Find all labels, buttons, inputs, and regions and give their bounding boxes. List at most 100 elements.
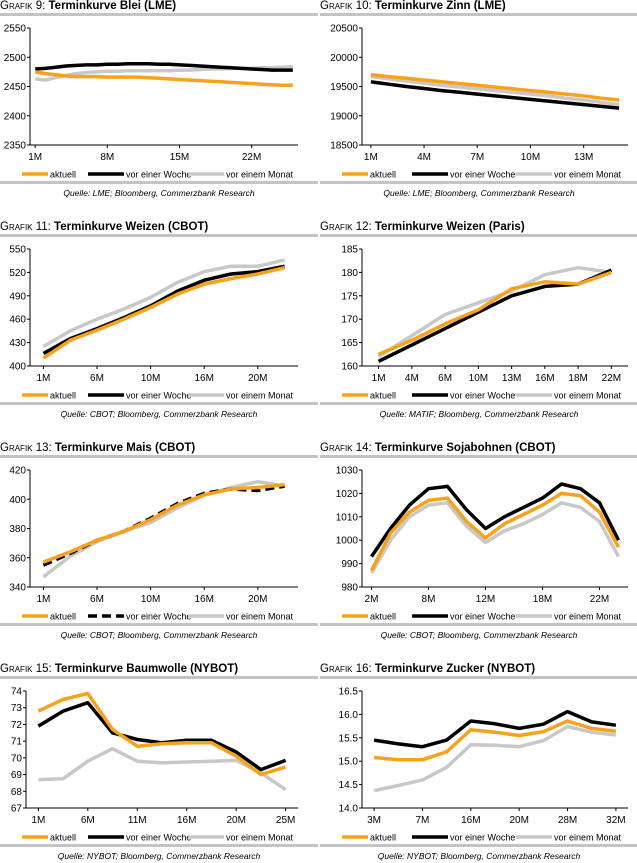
- top-divider: [320, 455, 637, 458]
- chart-title: Grafik 14: Terminkurve Sojabohnen (CBOT): [320, 442, 556, 455]
- series-line-aktuell: [42, 482, 285, 564]
- source-note: Quelle: CBOT; Bloomberg, Commerzbank Res…: [60, 630, 258, 640]
- x-tick-label: 28M: [558, 815, 577, 826]
- y-tick-label: 380: [9, 524, 26, 535]
- x-tick-label: 6M: [90, 594, 104, 605]
- chart-panel: Grafik 13: Terminkurve Mais (CBOT) Quell…: [0, 442, 318, 642]
- x-tick-label: 7M: [470, 152, 484, 163]
- legend-label: vor einer Woche: [450, 833, 515, 843]
- y-tick-label: 420: [9, 466, 26, 477]
- figure-label: Grafik 12:: [320, 221, 372, 233]
- x-tick-label: 2M: [365, 594, 379, 605]
- legend-label: vor einem Monat: [226, 612, 294, 622]
- chart-panel: Grafik 14: Terminkurve Sojabohnen (CBOT)…: [320, 442, 637, 642]
- y-tick-label: 1030: [336, 466, 359, 477]
- title-text: Terminkurve Baumwolle (NYBOT): [54, 663, 239, 675]
- x-tick-label: 20M: [226, 815, 245, 826]
- y-tick-label: 15.5: [339, 733, 359, 744]
- x-tick-label: 15M: [170, 152, 189, 163]
- x-tick-label: 1M: [31, 815, 45, 826]
- y-tick-label: 16.0: [339, 710, 359, 721]
- y-tick-label: 2450: [4, 82, 27, 93]
- y-tick-label: 160: [341, 362, 358, 373]
- y-tick-label: 1000: [336, 536, 359, 547]
- y-tick-label: 400: [9, 495, 26, 506]
- x-tick-label: 1M: [28, 152, 42, 163]
- y-tick-label: 14.5: [339, 780, 359, 791]
- series-line-aktuell: [34, 70, 293, 88]
- chart-title: Grafik 15: Terminkurve Baumwolle (NYBOT): [0, 663, 238, 676]
- x-tick-label: 1M: [372, 373, 386, 384]
- top-divider: [320, 676, 637, 679]
- y-tick-label: 73: [11, 703, 23, 714]
- series-line-vor-einer-woche: [37, 700, 287, 772]
- series-line-vor-einem-monat: [42, 479, 285, 579]
- chart-plot: 160 165 170 175 180 185 1M 4M 6M 10M 13M 16M 18M 22M a…: [341, 245, 628, 401]
- y-tick-label: 67: [11, 804, 23, 815]
- bottom-divider: [0, 181, 318, 184]
- x-tick-label: 3M: [367, 815, 381, 826]
- x-tick-label: 20M: [248, 594, 267, 605]
- x-tick-label: 10M: [141, 373, 160, 384]
- legend-label: vor einem Monat: [554, 391, 622, 401]
- source-note: Quelle: MATIF; Bloomberg, Commerzbank Re…: [379, 409, 579, 419]
- x-tick-label: 16M: [194, 594, 213, 605]
- chart-plot: 14.0 14.5 15.0 15.5 16.0 16.5 3M 7M 16M 20M 28M 32M…: [339, 687, 628, 843]
- title-text: Terminkurve Zinn (LME): [374, 0, 506, 12]
- series-line-aktuell: [373, 719, 617, 762]
- chart-panel: Grafik 9: Terminkurve Blei (LME) Quelle:…: [0, 0, 318, 200]
- bottom-divider: [0, 402, 318, 405]
- figure-label: Grafik 11:: [0, 221, 51, 233]
- series-line-aktuell: [37, 691, 287, 777]
- legend-label: vor einem Monat: [226, 833, 294, 843]
- title-text: Terminkurve Weizen (CBOT): [54, 221, 209, 233]
- source-note: Quelle: LME; Bloomberg, Commerzbank Rese…: [383, 188, 575, 198]
- y-tick-label: 550: [9, 245, 26, 256]
- x-tick-label: 6M: [81, 815, 95, 826]
- x-tick-label: 10M: [469, 373, 488, 384]
- x-tick-label: 25M: [276, 815, 295, 826]
- top-divider: [0, 676, 318, 679]
- y-tick-label: 2550: [4, 24, 27, 35]
- legend-label: aktuell: [50, 170, 76, 180]
- chart-plot: 980 990 1000 1010 1020 1030 2M 8M 12M 18M 22M aktue…: [336, 466, 628, 622]
- y-tick-label: 2500: [4, 53, 27, 64]
- series-line-vor-einem-monat: [370, 74, 620, 107]
- series-line-vor-einem-monat: [42, 258, 286, 349]
- y-tick-label: 460: [9, 315, 26, 326]
- series-line-vor-einer-woche: [35, 61, 293, 72]
- chart-plot: 340 360 380 400 420 1M 6M 10M 16M 20M aktuell vor e…: [9, 466, 298, 622]
- x-tick-label: 12M: [476, 594, 495, 605]
- series-line-vor-einem-monat: [38, 746, 287, 792]
- y-tick-label: 990: [341, 559, 358, 570]
- figure-label: Grafik 9:: [0, 0, 46, 12]
- chart-title: Grafik 11: Terminkurve Weizen (CBOT): [0, 221, 208, 234]
- x-tick-label: 1M: [36, 594, 50, 605]
- y-tick-label: 170: [341, 315, 358, 326]
- legend-label: vor einer Woche: [450, 612, 515, 622]
- x-tick-label: 1M: [36, 373, 50, 384]
- figure-label: Grafik 14:: [320, 442, 372, 454]
- legend-label: vor einem Monat: [554, 833, 622, 843]
- x-tick-label: 7M: [416, 815, 430, 826]
- legend-label: aktuell: [370, 612, 396, 622]
- y-tick-label: 490: [9, 291, 26, 302]
- x-tick-label: 32M: [606, 815, 625, 826]
- figure-label: Grafik 13:: [0, 442, 52, 454]
- source-note: Quelle: CBOT; Bloomberg, Commerzbank Res…: [380, 630, 578, 640]
- y-tick-label: 165: [341, 338, 358, 349]
- chart-plot: 18500 19000 19500 20000 20500 1M 4M 7M 10M 13M akt…: [330, 24, 628, 180]
- y-tick-label: 1020: [336, 489, 359, 500]
- y-tick-label: 18500: [330, 141, 358, 152]
- y-tick-label: 430: [9, 338, 26, 349]
- y-tick-label: 71: [11, 737, 23, 748]
- y-tick-label: 20000: [330, 53, 358, 64]
- chart-plot: 2350 2400 2450 2500 2550 1M 8M 15M 22M aktuell vor…: [4, 24, 298, 180]
- top-divider: [320, 234, 637, 237]
- title-text: Terminkurve Sojabohnen (CBOT): [374, 442, 556, 454]
- top-divider: [0, 13, 318, 16]
- series-line-aktuell: [369, 491, 621, 572]
- top-divider: [0, 455, 318, 458]
- series-line-vor-einem-monat: [377, 265, 612, 359]
- x-tick-label: 1M: [364, 152, 378, 163]
